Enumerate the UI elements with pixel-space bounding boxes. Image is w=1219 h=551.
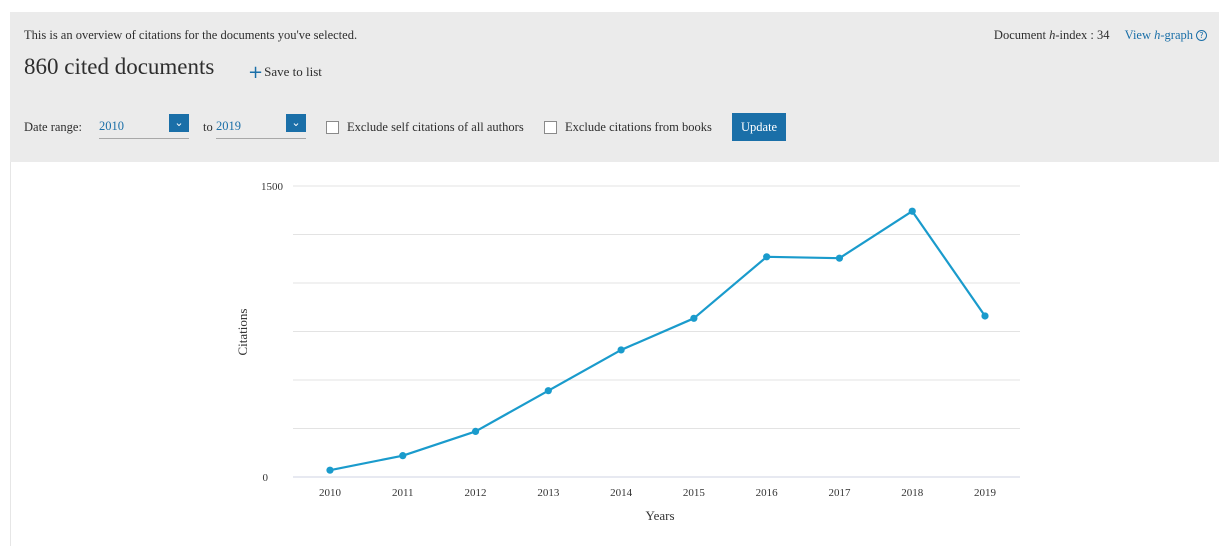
view-h-graph-link[interactable]: View h-graph? (1125, 28, 1207, 42)
x-tick-label: 2016 (756, 487, 779, 499)
exclude-self-citations-checkbox[interactable] (326, 121, 339, 134)
data-point (763, 253, 771, 261)
data-point (617, 346, 625, 354)
citation-overview-panel: This is an overview of citations for the… (10, 12, 1219, 162)
from-year-value: 2010 (99, 119, 124, 133)
exclude-self-citations-label[interactable]: Exclude self citations of all authors (347, 120, 524, 134)
page-title: 860 cited documents (24, 54, 215, 79)
date-range-label: Date range: (24, 120, 82, 134)
overview-intro-text: This is an overview of citations for the… (24, 28, 358, 42)
from-year-select[interactable]: 2010 ⌄ (99, 114, 189, 139)
y-tick-label: 1500 (261, 181, 284, 193)
update-button[interactable]: Update (732, 113, 787, 141)
citations-line-chart: 0 1500 2010 2011 2012 2013 2014 2015 2016 2017 201… (235, 181, 1020, 523)
h-index-bar: Document h-index : 34 View h-graph? (994, 28, 1207, 43)
save-to-list-label: Save to list (264, 64, 322, 79)
x-axis-label: Years (645, 508, 674, 523)
citations-series-line (329, 210, 986, 472)
y-axis-label: Citations (235, 309, 250, 356)
plus-icon: + (248, 62, 264, 83)
content-left-border (10, 162, 11, 546)
data-point (981, 312, 989, 320)
citations-chart: 0 1500 2010 2011 2012 2013 2014 2015 2016 2017 201… (0, 162, 1219, 546)
x-tick-label: 2015 (683, 487, 706, 499)
x-tick-label: 2011 (392, 487, 414, 499)
h-index-label: Document h-index : 34 (993, 28, 1110, 42)
help-icon[interactable]: ? (1196, 30, 1207, 41)
x-tick-label: 2012 (465, 487, 487, 499)
exclude-books-checkbox[interactable] (544, 121, 557, 134)
to-year-select[interactable]: 2019 ⌄ (216, 114, 306, 139)
y-tick-label: 0 (263, 472, 269, 484)
data-point (835, 254, 844, 262)
x-tick-label: 2010 (319, 487, 342, 499)
chevron-down-icon[interactable]: ⌄ (286, 114, 306, 132)
data-point (471, 427, 480, 436)
data-point (908, 207, 916, 215)
x-tick-label: 2018 (901, 487, 924, 499)
chevron-down-icon[interactable]: ⌄ (169, 114, 189, 132)
to-label: to (203, 120, 213, 134)
data-point (690, 314, 698, 322)
data-point (544, 387, 552, 395)
x-tick-label: 2013 (537, 487, 560, 499)
data-point (326, 466, 334, 474)
x-tick-label: 2019 (974, 487, 997, 499)
save-to-list-button[interactable]: +Save to list (248, 62, 322, 83)
data-point (399, 452, 407, 460)
x-tick-label: 2014 (610, 487, 633, 499)
x-tick-label: 2017 (828, 487, 851, 499)
to-year-value: 2019 (216, 119, 241, 133)
exclude-books-label[interactable]: Exclude citations from books (565, 120, 712, 134)
